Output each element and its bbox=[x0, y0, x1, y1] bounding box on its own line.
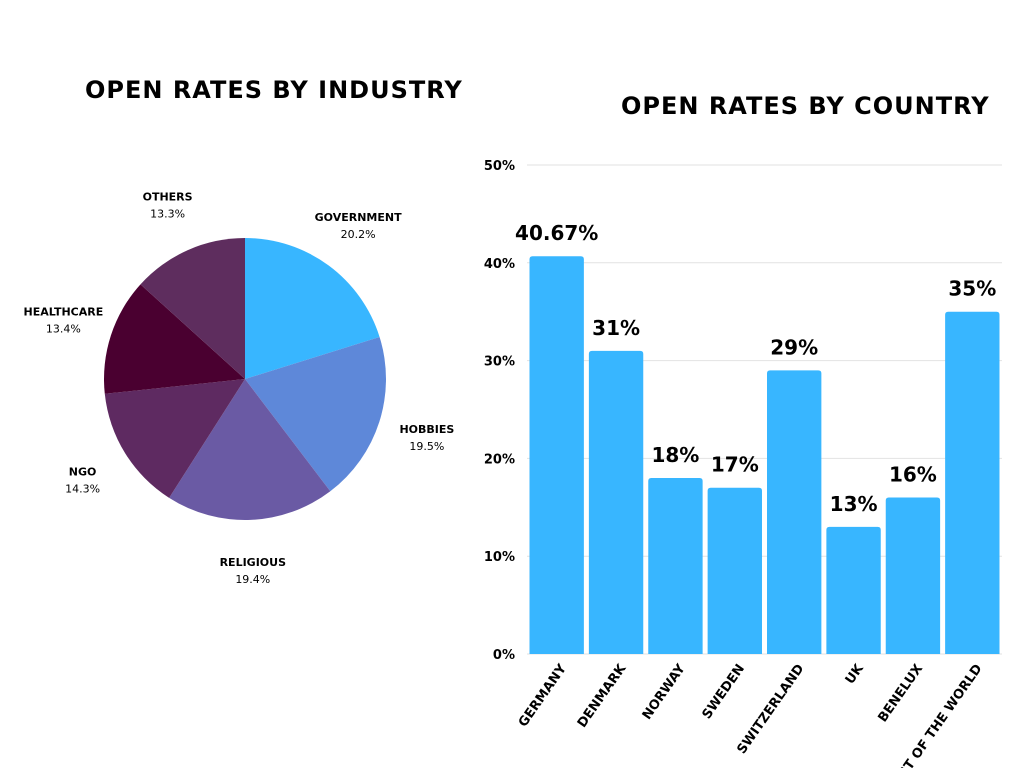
x-tick-label-denmark: DENMARK bbox=[575, 661, 630, 731]
x-tick-label-sweden: SWEDEN bbox=[700, 662, 749, 722]
x-tick-label-germany: GERMANY bbox=[516, 661, 570, 730]
x-tick-label-benelux: BENELUX bbox=[875, 662, 926, 725]
y-tick-label: 20% bbox=[484, 452, 515, 467]
pie-value-label-others: 13.3% bbox=[150, 207, 185, 220]
pie-value-label-hobbies: 19.5% bbox=[409, 440, 444, 453]
pie-slice-hobbies bbox=[245, 336, 386, 492]
bar-switzerland bbox=[767, 370, 822, 654]
bar-sweden bbox=[707, 487, 762, 654]
bar-norway bbox=[648, 477, 703, 654]
pie-value-label-ngo: 14.3% bbox=[65, 483, 100, 496]
pie-slice-religious bbox=[169, 379, 331, 521]
bar-denmark bbox=[588, 350, 644, 654]
pie-value-label-government: 20.2% bbox=[341, 228, 376, 241]
bar-benelux bbox=[885, 497, 941, 654]
pie-label-healthcare: HEALTHCARE bbox=[24, 306, 104, 319]
y-tick-label: 50% bbox=[484, 159, 515, 174]
bar-value-label-norway: 18% bbox=[651, 443, 699, 467]
bar-value-label-uk: 13% bbox=[830, 492, 878, 516]
bar-rest-of-the-world bbox=[945, 311, 1000, 654]
y-tick-label: 10% bbox=[484, 550, 515, 565]
pie-label-hobbies: HOBBIES bbox=[399, 423, 454, 436]
y-tick-label: 30% bbox=[484, 355, 515, 370]
pie-value-label-religious: 19.4% bbox=[235, 573, 270, 586]
pie-slice-government bbox=[245, 238, 380, 379]
pie-label-ngo: NGO bbox=[69, 466, 97, 479]
x-tick-label-rest-of-the-world: REST OF THE WORLD bbox=[885, 662, 986, 768]
y-tick-label: 40% bbox=[484, 257, 515, 272]
pie-slice-healthcare bbox=[104, 284, 246, 394]
pie-slice-others bbox=[140, 238, 245, 379]
bar-chart-title: OPEN RATES BY COUNTRY bbox=[621, 92, 990, 120]
pie-chart-title: OPEN RATES BY INDUSTRY bbox=[85, 76, 463, 104]
pie-label-others: OTHERS bbox=[143, 190, 193, 203]
bar-uk bbox=[826, 526, 881, 654]
x-tick-label-switzerland: SWITZERLAND bbox=[735, 662, 808, 757]
y-tick-label: 0% bbox=[493, 648, 515, 663]
x-tick-label-uk: UK bbox=[843, 661, 868, 687]
bar-value-label-switzerland: 29% bbox=[770, 335, 818, 359]
bar-value-label-germany: 40.67% bbox=[515, 221, 598, 245]
pie-value-label-healthcare: 13.4% bbox=[46, 323, 81, 336]
pie-label-religious: RELIGIOUS bbox=[220, 556, 286, 569]
bar-value-label-benelux: 16% bbox=[889, 463, 937, 487]
bar-value-label-sweden: 17% bbox=[711, 453, 759, 477]
x-tick-label-norway: NORWAY bbox=[640, 661, 689, 722]
pie-slice-ngo bbox=[104, 379, 245, 498]
bar-value-label-denmark: 31% bbox=[592, 316, 640, 340]
bar-value-label-rest-of-the-world: 35% bbox=[948, 277, 996, 301]
pie-label-government: GOVERNMENT bbox=[315, 211, 402, 224]
bar-germany bbox=[529, 256, 584, 654]
